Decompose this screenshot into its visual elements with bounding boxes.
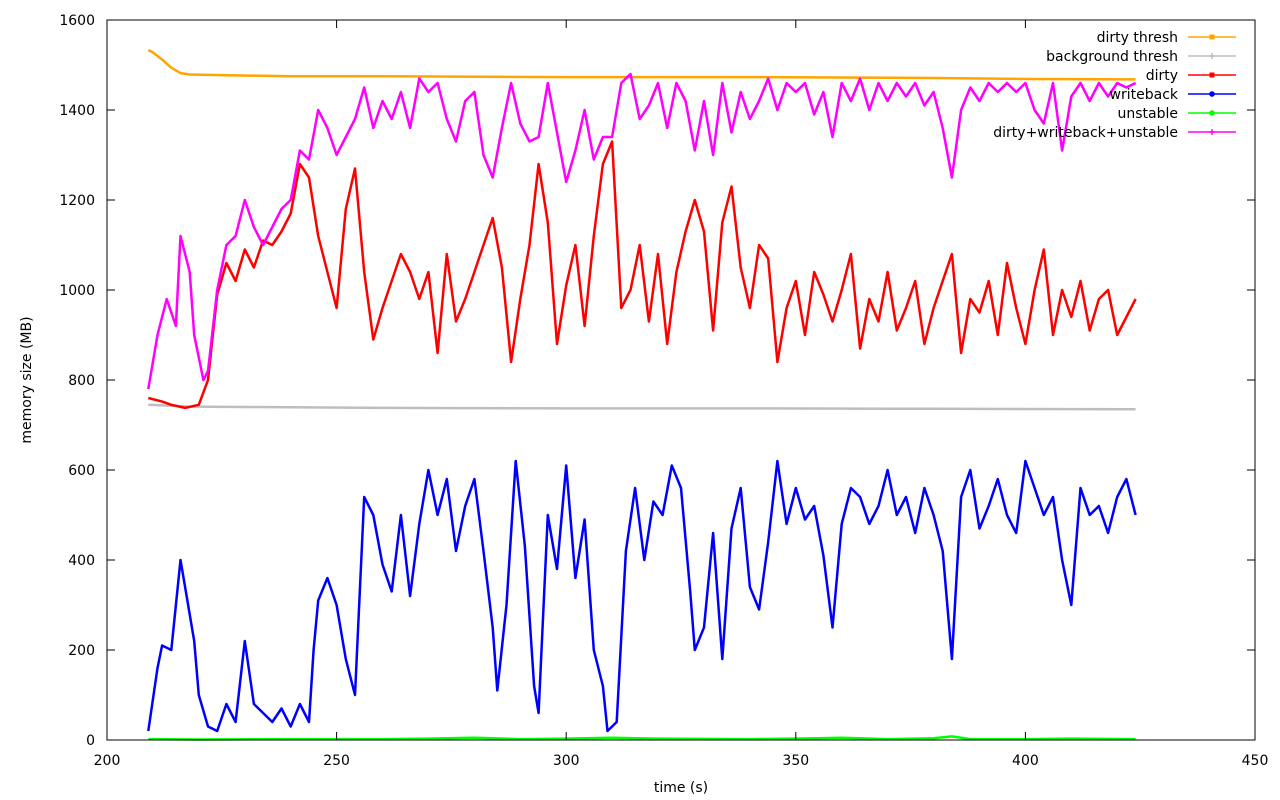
x-tick-label: 400 [1012, 753, 1039, 769]
legend-label: writeback [1110, 87, 1179, 103]
y-tick-label: 1000 [59, 283, 95, 299]
series-line-4 [148, 735, 1136, 741]
series-line-3 [147, 459, 1137, 733]
legend-marker [1209, 72, 1215, 78]
x-tick-label: 350 [782, 753, 809, 769]
y-tick-label: 400 [68, 553, 95, 569]
legend: dirty thresh background thresh dirty writeb… [993, 30, 1236, 141]
legend-label: dirty+writeback+unstable [993, 125, 1178, 141]
axes-layer: 200 250 300 350 400 450 0 200 400 600 800 1000 1200 1… [59, 13, 1268, 769]
legend-label: background thresh [1046, 49, 1178, 65]
x-axis-title: time (s) [654, 780, 708, 796]
x-tick-label: 450 [1242, 753, 1269, 769]
y-tick-label: 600 [68, 463, 95, 479]
legend-label: dirty [1146, 68, 1178, 84]
y-tick-label: 0 [86, 733, 95, 749]
series-line-5 [147, 72, 1137, 390]
legend-label: unstable [1118, 106, 1179, 122]
series-layer [147, 48, 1137, 741]
legend-label: dirty thresh [1097, 30, 1178, 46]
y-tick-label: 1400 [59, 103, 95, 119]
legend-marker [1209, 129, 1215, 135]
legend-marker [1209, 53, 1215, 59]
legend-marker [1209, 91, 1215, 97]
x-tick-label: 300 [553, 753, 580, 769]
y-tick-label: 800 [68, 373, 95, 389]
series-line-0 [147, 48, 1136, 81]
legend-marker [1209, 110, 1215, 116]
y-tick-label: 1200 [59, 193, 95, 209]
x-tick-label: 250 [323, 753, 350, 769]
series-line-1 [148, 403, 1136, 411]
y-axis-title: memory size (MB) [19, 316, 35, 443]
legend-marker [1209, 34, 1215, 40]
y-tick-label: 200 [68, 643, 95, 659]
y-tick-label: 1600 [59, 13, 95, 29]
x-tick-label: 200 [94, 753, 121, 769]
series-line-2 [147, 140, 1137, 410]
